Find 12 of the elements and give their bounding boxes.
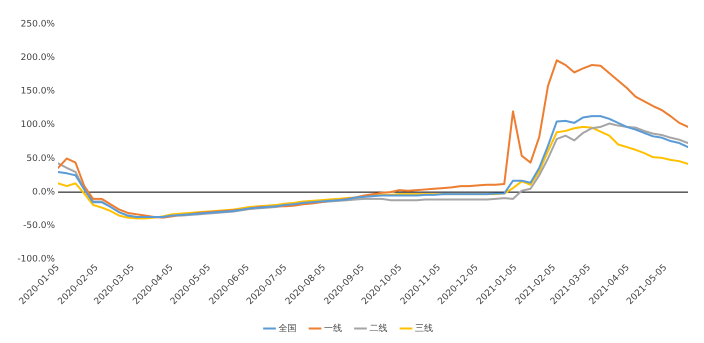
legend-label: 一线	[324, 322, 342, 334]
y-tick-label: -100.0%	[17, 254, 56, 265]
legend-label: 三线	[415, 322, 433, 334]
y-tick-label: 100.0%	[20, 120, 56, 130]
legend-label: 全国	[278, 322, 296, 334]
y-tick-label: 50.0%	[26, 154, 56, 164]
y-tick-label: 250.0%	[20, 19, 56, 30]
legend-label: 二线	[370, 322, 388, 334]
y-tick-label: -50.0%	[23, 221, 56, 232]
y-tick-label: 200.0%	[20, 52, 56, 63]
y-tick-label: 0.0%	[32, 187, 56, 198]
y-tick-label: 150.0%	[20, 86, 56, 97]
